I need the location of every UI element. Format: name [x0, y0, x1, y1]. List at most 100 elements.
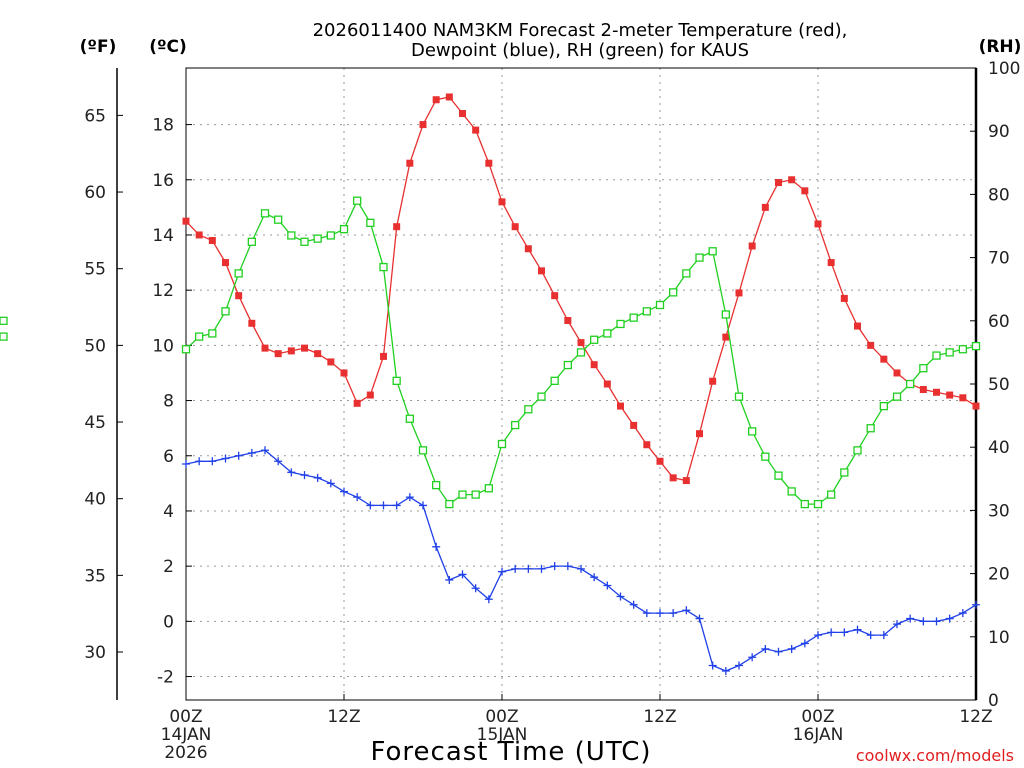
- temperature-point: [222, 259, 229, 267]
- temperature-point: [366, 391, 374, 399]
- temperature-point: [933, 388, 940, 396]
- y-tick-label-rh: 70: [988, 249, 1010, 269]
- dewpoint-point: [669, 609, 678, 618]
- dewpoint-point: [261, 446, 269, 455]
- temperature-point: [722, 333, 730, 341]
- x-axis-label: Forecast Time (UTC): [370, 737, 651, 767]
- dewpoint-point: [511, 564, 520, 573]
- rh-point: [418, 446, 428, 455]
- y-tick-label-fahrenheit: 35: [84, 566, 106, 586]
- temperature-point: [788, 176, 796, 184]
- dewpoint-point: [274, 457, 283, 466]
- temperature-point: [459, 110, 466, 118]
- dewpoint-point: [945, 614, 954, 623]
- rh-point: [879, 401, 888, 411]
- dewpoint-point: [563, 562, 572, 571]
- temperature-point: [248, 319, 256, 327]
- rh-point: [247, 237, 256, 246]
- temperature-point: [682, 477, 690, 485]
- rh-point: [932, 351, 941, 360]
- rh-point: [787, 487, 796, 496]
- temperature-point: [959, 394, 967, 402]
- dewpoint-point: [866, 631, 875, 640]
- rh-point: [708, 247, 717, 256]
- dewpoint-point: [247, 448, 256, 457]
- dewpoint-point: [893, 620, 901, 629]
- y-tick-label-rh: 30: [988, 501, 1010, 521]
- temperature-point: [353, 399, 361, 407]
- y-tick-label-fahrenheit: 45: [84, 413, 106, 433]
- y-tick-label-celsius: 2: [163, 557, 174, 577]
- rh-point: [0, 316, 8, 325]
- rh-point: [603, 329, 612, 338]
- rh-point: [287, 231, 296, 240]
- x-tick-label: 00Z: [169, 707, 202, 727]
- y-tick-label-fahrenheit: 30: [84, 643, 106, 663]
- temperature-line: [185, 96, 977, 482]
- plot-frame: [185, 67, 977, 701]
- rh-point: [590, 335, 599, 344]
- rh-point: [0, 332, 8, 341]
- dewpoint-point: [879, 631, 888, 640]
- dewpoint-point: [919, 617, 928, 626]
- rh-point: [721, 310, 730, 319]
- temperature-point: [617, 402, 624, 410]
- temperature-point: [274, 350, 282, 358]
- rh-point: [748, 427, 757, 436]
- temperature-point: [761, 203, 769, 211]
- temperature-point: [524, 245, 532, 253]
- rh-point: [537, 392, 546, 401]
- dewpoint-point: [379, 501, 388, 510]
- rh-point: [642, 307, 651, 316]
- dewpoint-point: [287, 468, 296, 477]
- y-tick-label-rh: 90: [988, 122, 1010, 142]
- rh-point: [919, 364, 928, 373]
- temperature-point: [235, 292, 243, 300]
- y-tick-label-celsius: 8: [163, 392, 174, 412]
- dewpoint-point: [340, 487, 348, 496]
- dewpoint-point: [537, 564, 546, 573]
- rh-point: [405, 414, 414, 423]
- temperature-point: [406, 159, 414, 167]
- dewpoint-point: [577, 564, 585, 573]
- temperature-point: [314, 350, 322, 358]
- rh-point: [511, 420, 520, 430]
- y-tick-label-rh: 40: [988, 438, 1010, 458]
- rh-point: [445, 499, 454, 509]
- rh-point: [326, 231, 335, 240]
- chart-title-line2: Dewpoint (blue), RH (green) for KAUS: [411, 40, 749, 61]
- temperature-point: [854, 322, 861, 330]
- dewpoint-point: [208, 457, 217, 466]
- series-layer: [0, 93, 981, 676]
- temperature-point: [577, 339, 585, 347]
- temperature-point: [748, 242, 756, 250]
- temperature-point: [195, 231, 203, 239]
- rh-point: [958, 345, 967, 354]
- temperature-point: [867, 341, 875, 349]
- x-tick-label: 12Z: [959, 707, 992, 727]
- y-tick-label-fahrenheit: 40: [84, 490, 106, 510]
- rh-point: [353, 196, 362, 205]
- rh-point: [853, 446, 862, 455]
- dewpoint-point: [195, 457, 204, 466]
- dewpoint-point: [629, 600, 638, 609]
- x-tick-label: 00Z: [801, 707, 834, 727]
- dewpoint-point: [182, 460, 190, 469]
- temperature-point: [432, 96, 440, 104]
- x-tick-label: 16JAN: [793, 725, 844, 745]
- dewpoint-point: [616, 592, 625, 601]
- rh-point: [471, 490, 480, 499]
- rh-point: [629, 313, 638, 322]
- temperature-point: [643, 441, 651, 449]
- dewpoint-point: [524, 564, 533, 573]
- temperature-point: [419, 121, 427, 129]
- rh-point: [827, 490, 836, 499]
- dewpoint-point: [353, 493, 362, 502]
- temperature-point: [840, 294, 848, 302]
- y-tick-label-fahrenheit: 65: [84, 106, 106, 126]
- rh-point: [208, 329, 217, 338]
- dewpoint-point: [419, 501, 427, 510]
- rh-point: [866, 424, 875, 433]
- temperature-point: [538, 267, 545, 275]
- dewpoint-point: [695, 614, 704, 623]
